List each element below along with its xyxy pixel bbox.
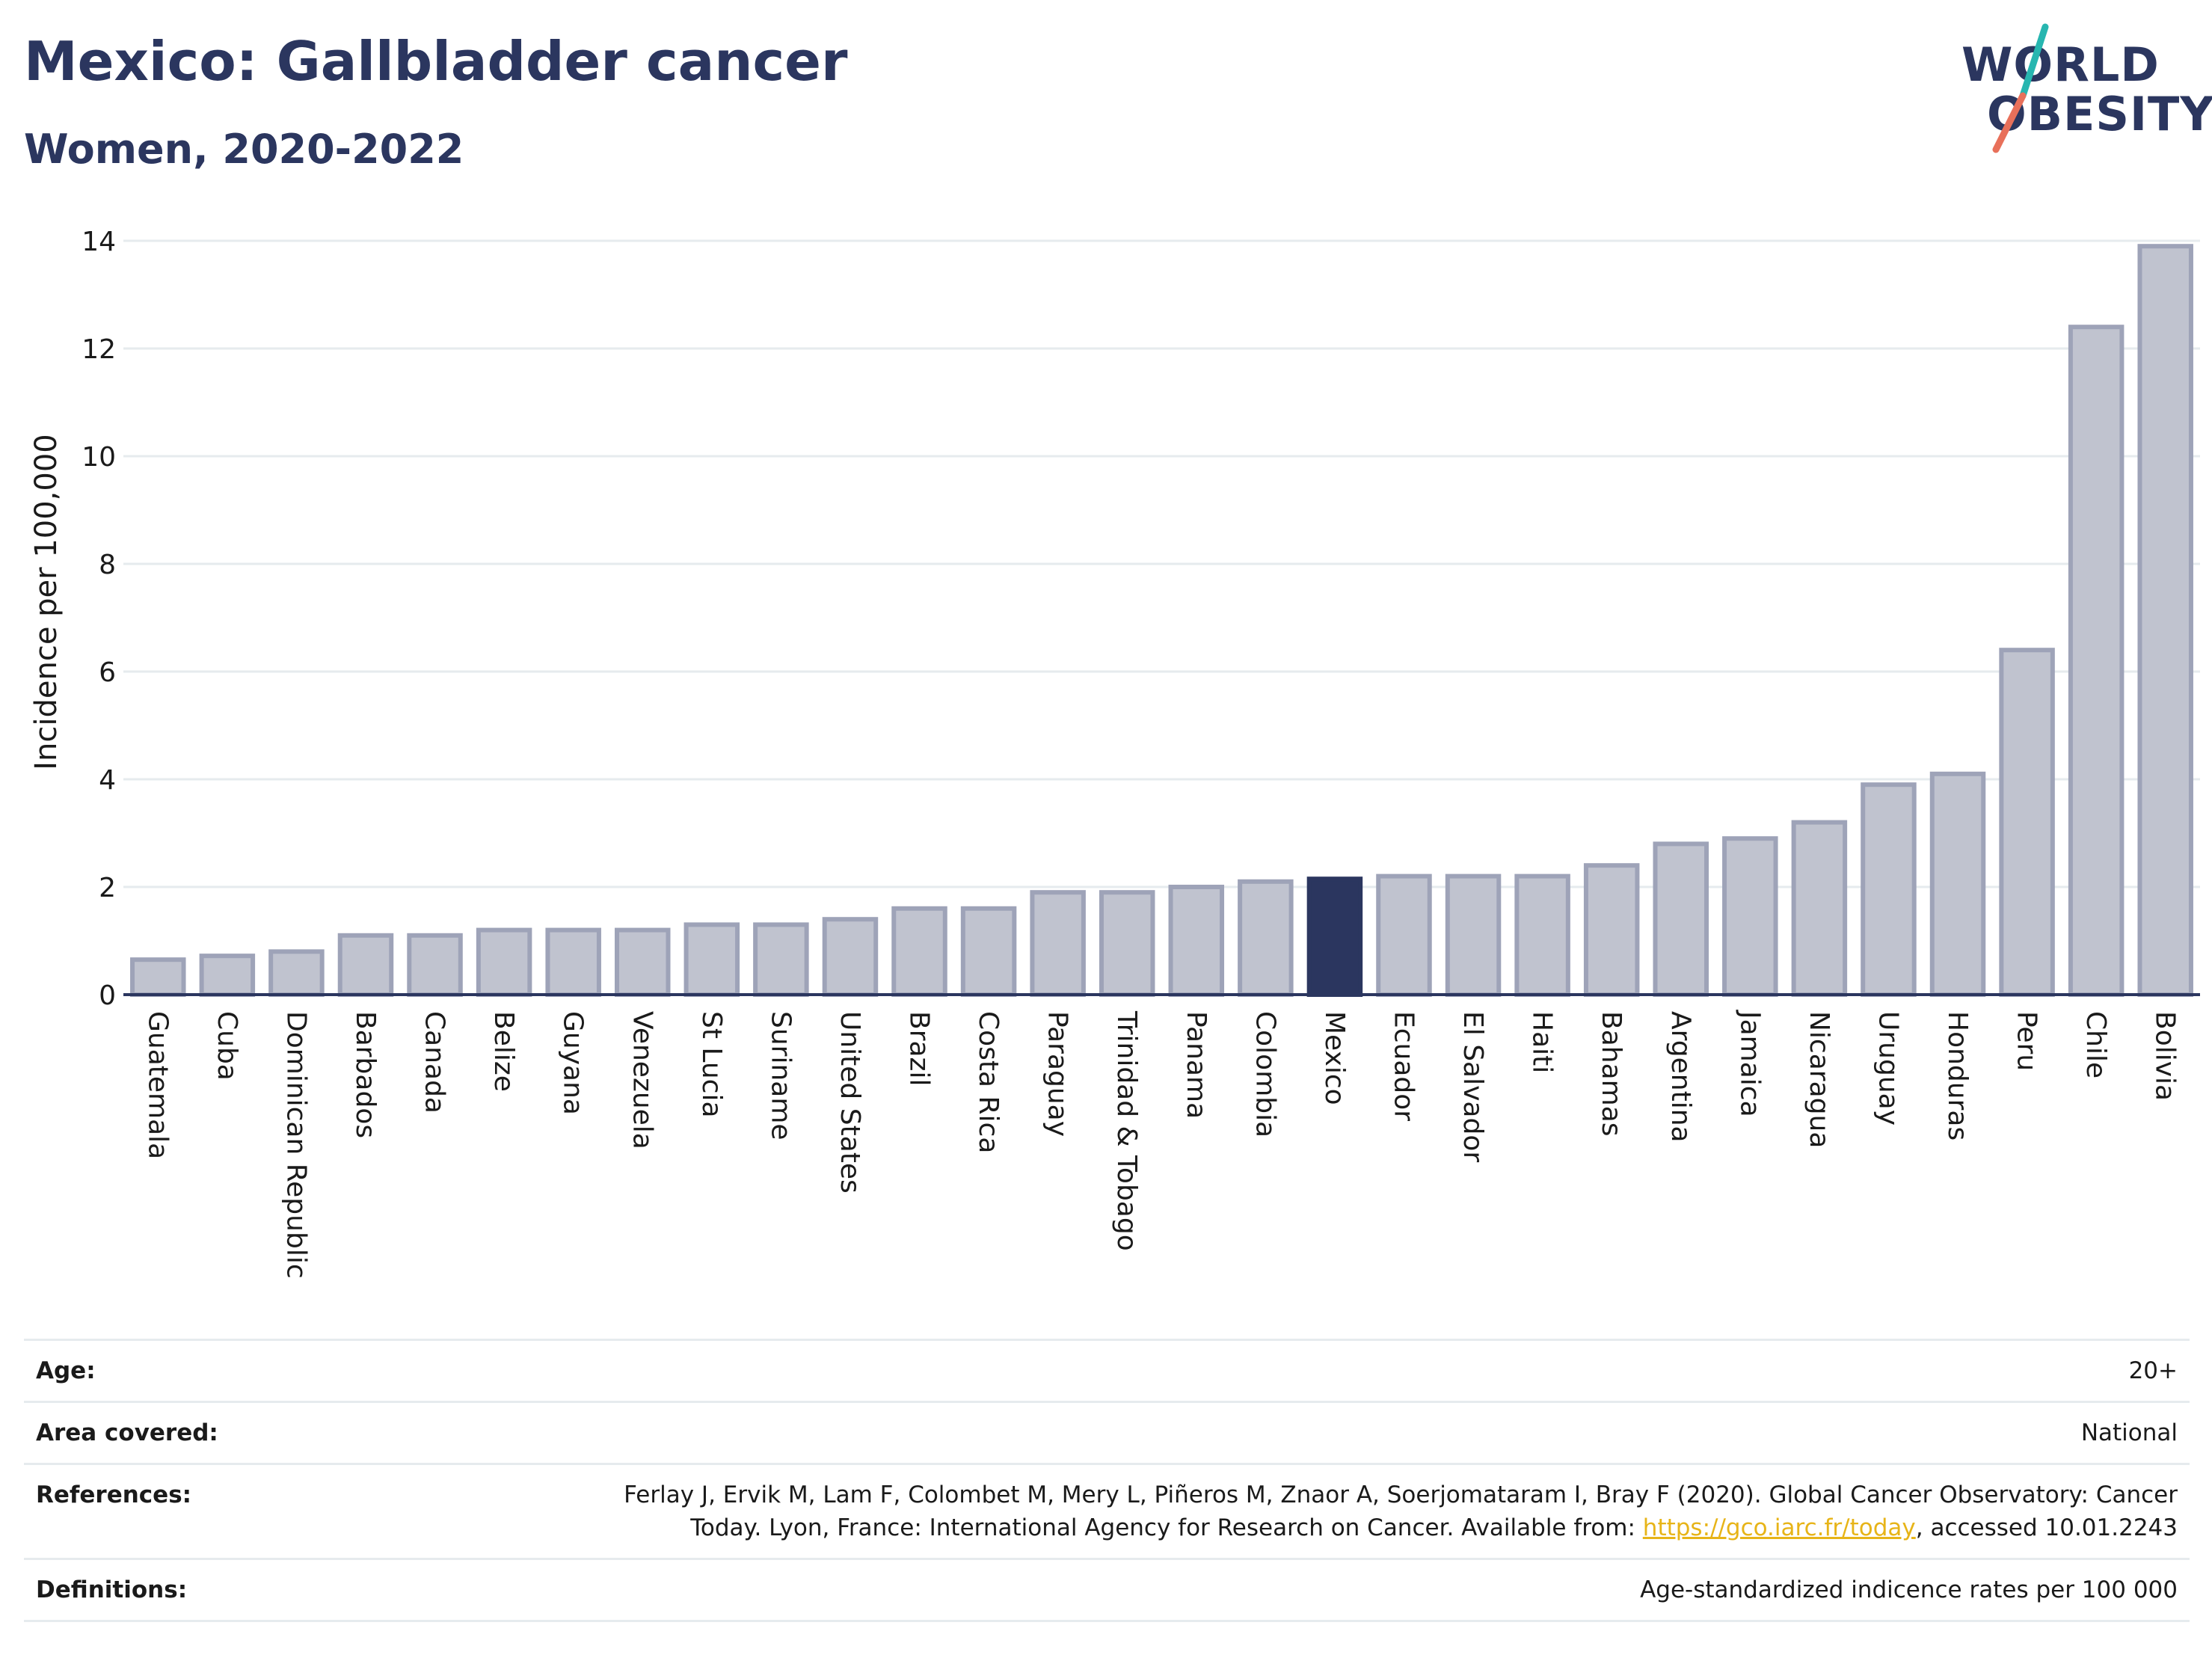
logo-slash-icon — [1992, 23, 2049, 153]
x-tick-label: Nicaragua — [1804, 1011, 1834, 1148]
y-tick-label: 2 — [99, 873, 116, 903]
bar-guyana — [545, 927, 601, 997]
bar-el-salvador — [1445, 873, 1502, 997]
bar-bolivia — [2137, 244, 2193, 997]
area-label: Area covered: — [36, 1419, 218, 1446]
y-tick-label: 0 — [99, 980, 116, 1011]
bar-jamaica — [1722, 836, 1778, 998]
x-tick-label: Canada — [420, 1011, 450, 1114]
references-link[interactable]: https://gco.iarc.fr/today — [1642, 1514, 1916, 1541]
bar-ecuador — [1376, 873, 1432, 997]
x-tick-label: Peru — [2012, 1011, 2042, 1071]
x-tick-label: Guatemala — [142, 1011, 173, 1159]
x-tick-label: Honduras — [1942, 1011, 1973, 1140]
bar-canada — [407, 933, 463, 997]
x-tick-label: Bolivia — [2150, 1011, 2181, 1101]
bar-belize — [476, 927, 532, 997]
metadata-table: Age: 20+ Area covered: National Referenc… — [24, 1339, 2190, 1622]
y-tick-label: 8 — [99, 550, 116, 580]
x-tick-label: Bahamas — [1596, 1011, 1626, 1137]
x-tick-label: Barbados — [350, 1011, 381, 1138]
x-tick-label: El Salvador — [1457, 1011, 1488, 1162]
bar-haiti — [1514, 873, 1570, 997]
age-label: Age: — [36, 1357, 96, 1384]
bar-venezuela — [615, 927, 671, 997]
meta-row-definitions: Definitions: Age-standardized indicence … — [24, 1558, 2190, 1622]
meta-row-references: References: Ferlay J, Ervik M, Lam F, Co… — [24, 1463, 2190, 1558]
y-tick-label: 14 — [82, 227, 116, 257]
bar-guatemala — [130, 957, 186, 997]
y-tick-label: 10 — [82, 442, 116, 473]
grid-lines — [123, 239, 2200, 996]
x-tick-label: United States — [835, 1011, 865, 1194]
x-tick-label: Jamaica — [1734, 1010, 1765, 1117]
x-tick-label: Venezuela — [627, 1011, 657, 1149]
world-obesity-logo: WORLD OBESITY — [1948, 21, 2212, 171]
x-tick-label: Panama — [1181, 1011, 1211, 1119]
age-value: 20+ — [2128, 1357, 2178, 1384]
x-tick-labels: Guatemala Cuba Dominican Republic Barbados C… — [142, 1010, 2180, 1279]
y-tick-label: 6 — [99, 657, 116, 688]
bar-trinidad-tobago — [1099, 890, 1155, 998]
definitions-value: Age-standardized indicence rates per 100… — [1640, 1576, 2178, 1603]
logo-line-1: WORLD — [1961, 37, 2160, 92]
bar-mexico — [1306, 876, 1363, 998]
bar-colombia — [1238, 879, 1294, 997]
x-tick-label: Guyana — [558, 1011, 589, 1115]
x-tick-label: Paraguay — [1042, 1011, 1073, 1137]
bar-costa-rica — [960, 906, 1017, 997]
x-tick-label: Haiti — [1527, 1011, 1558, 1073]
x-tick-label: Suriname — [765, 1011, 796, 1140]
x-tick-label: Trinidad & Tobago — [1111, 1010, 1142, 1251]
x-tick-label: Belize — [488, 1011, 519, 1092]
bar-dominican-republic — [268, 949, 325, 998]
bar-united-states — [822, 917, 879, 998]
bar-peru — [1999, 648, 2055, 997]
x-tick-label: Uruguay — [1872, 1011, 1903, 1126]
bar-cuba — [199, 954, 256, 998]
x-tick-label: Colombia — [1250, 1011, 1280, 1137]
meta-row-area: Area covered: National — [24, 1401, 2190, 1463]
x-tick-label: Chile — [2080, 1011, 2111, 1078]
bar-uruguay — [1861, 782, 1917, 997]
bar-st-lucia — [683, 922, 740, 998]
x-tick-label: Mexico — [1319, 1011, 1350, 1105]
chart-subtitle: Women, 2020-2022 — [24, 126, 464, 173]
y-tick-label: 4 — [99, 765, 116, 796]
bar-nicaragua — [1791, 820, 1848, 997]
bar-suriname — [753, 922, 809, 998]
x-tick-label: Dominican Republic — [280, 1011, 311, 1279]
x-tick-label: St Lucia — [696, 1011, 727, 1118]
x-tick-label: Brazil — [904, 1011, 935, 1086]
bar-panama — [1168, 885, 1225, 997]
bars — [123, 244, 2200, 998]
definitions-label: Definitions: — [36, 1576, 188, 1603]
bar-chart: 0 2 4 6 8 10 12 14 Guatemala Cuba Dominican Repub… — [29, 227, 2200, 1279]
bar-paraguay — [1030, 890, 1086, 998]
y-tick-label: 12 — [82, 334, 116, 365]
x-tick-label: Costa Rica — [973, 1011, 1004, 1153]
bar-chile — [2068, 325, 2125, 997]
references-label: References: — [36, 1481, 192, 1508]
x-tick-label: Cuba — [212, 1011, 242, 1081]
x-tick-label: Ecuador — [1388, 1011, 1419, 1121]
references-text: Ferlay J, Ervik M, Lam F, Colombet M, Me… — [624, 1481, 2178, 1541]
area-value: National — [2080, 1419, 2178, 1446]
bar-argentina — [1653, 841, 1709, 998]
references-value: Ferlay J, Ervik M, Lam F, Colombet M, Me… — [570, 1479, 2178, 1544]
y-tick-labels: 0 2 4 6 8 10 12 14 — [82, 227, 116, 1011]
bar-barbados — [337, 933, 394, 997]
meta-row-age: Age: 20+ — [24, 1339, 2190, 1401]
bar-bahamas — [1583, 863, 1640, 998]
y-axis-label: Incidence per 100,000 — [29, 434, 64, 770]
chart-title: Mexico: Gallbladder cancer — [24, 30, 848, 93]
references-text-end: , accessed 10.01.2243 — [1915, 1514, 2178, 1541]
x-tick-label: Argentina — [1665, 1011, 1696, 1143]
bar-honduras — [1929, 771, 1986, 997]
bar-brazil — [891, 906, 947, 997]
